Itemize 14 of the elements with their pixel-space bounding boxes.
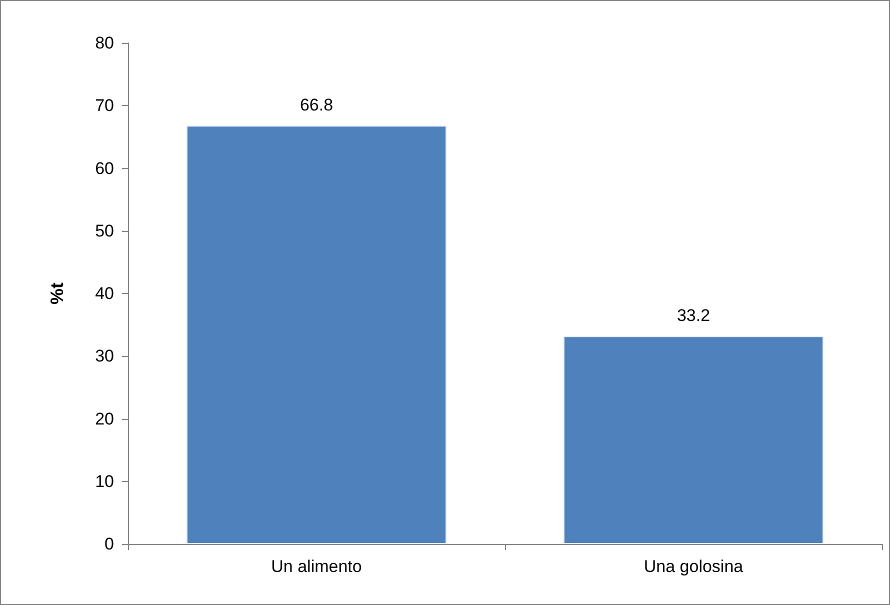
y-tick-label: 20 [95,409,114,428]
y-tick-label: 60 [95,158,114,178]
y-tick-label: 30 [95,346,114,366]
y-axis-title: %t [47,282,67,304]
y-tick-label: 10 [95,472,114,491]
x-tick-label: Un alimento [271,557,362,576]
x-tick-label: Una golosina [644,557,744,576]
y-tick-label: 50 [95,221,114,240]
data-label: 33.2 [676,306,710,326]
data-label: 66.8 [300,96,334,115]
y-tick-label: 80 [95,34,114,52]
y-tick-label: 0 [104,534,114,554]
y-tick-label: 40 [95,284,114,303]
y-tick-label: 70 [95,96,114,116]
